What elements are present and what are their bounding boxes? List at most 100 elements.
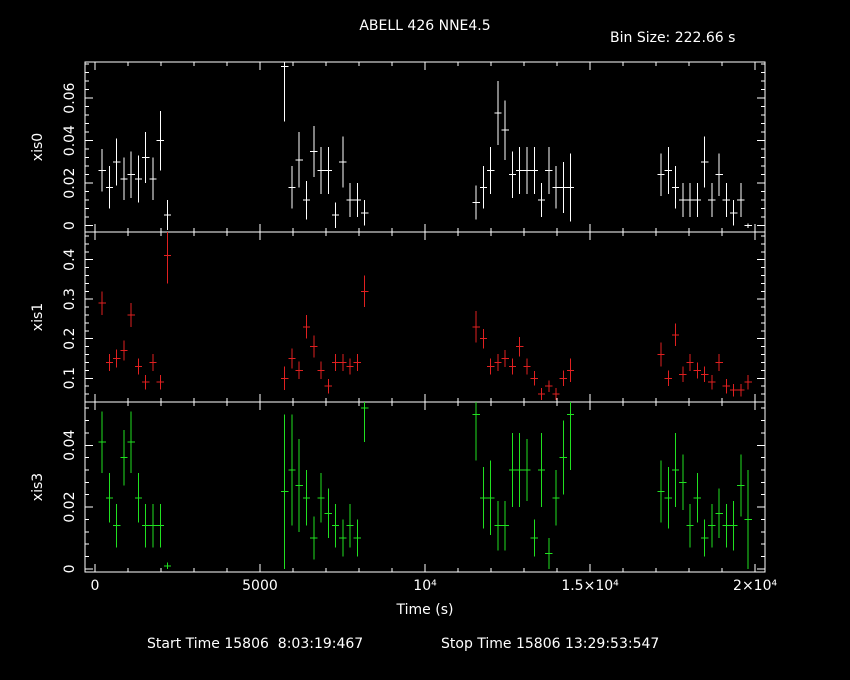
data-point-xis3 [559,420,567,495]
y-tick-label-xis1: 0.1 [62,367,78,389]
data-point-xis3 [324,488,332,538]
data-point-xis1 [664,370,672,387]
data-point-xis0 [700,136,709,188]
y-axis-label-xis1: xis1 [30,303,46,331]
data-point-xis1 [508,358,517,375]
data-point-xis1 [657,342,665,367]
data-point-xis0 [472,185,480,220]
panel-frame-xis3 [84,401,766,573]
data-point-xis0 [516,147,524,194]
x-tick-label: 2×10⁴ [733,578,777,594]
x-tick-label: 10⁴ [413,578,437,594]
data-point-xis1 [530,371,538,386]
data-point-xis3 [737,454,745,517]
y-tick-label-xis0: 0.04 [62,125,78,156]
data-point-xis3 [501,500,509,551]
y-tick-label-xis0: 0.06 [62,82,78,113]
data-point-xis3 [360,402,369,443]
data-point-xis0 [566,153,575,222]
data-point-xis0 [729,200,738,226]
data-point-xis1 [134,358,143,375]
data-point-xis0 [353,183,362,218]
data-point-xis0 [360,200,369,226]
data-point-xis0 [134,155,143,203]
data-point-xis3 [310,516,318,560]
data-point-xis1 [324,379,332,394]
data-point-xis1 [715,353,723,372]
data-point-xis1 [295,361,303,380]
data-point-xis1 [317,361,325,380]
data-point-xis1 [98,291,106,316]
data-point-xis3 [566,402,575,470]
data-point-xis3 [537,432,546,508]
data-point-xis0 [671,166,680,209]
data-point-xis0 [317,147,325,194]
data-point-xis3 [353,519,362,557]
data-point-xis1 [729,383,738,397]
data-point-xis1 [559,370,567,387]
data-point-xis1 [127,303,135,327]
data-point-xis1 [360,275,369,308]
data-point-xis3 [671,432,680,508]
data-point-xis0 [559,161,567,213]
data-point-xis3 [715,488,723,538]
data-point-xis1 [331,353,340,372]
data-point-xis1 [310,335,318,358]
data-point-xis1 [156,375,164,390]
data-point-xis3 [664,466,672,529]
data-point-xis3 [288,414,296,526]
axes-layer [84,61,766,573]
x-tick-label: 0 [90,578,99,594]
data-point-xis1 [113,349,121,368]
data-point-xis1 [105,353,114,372]
data-point-xis3 [317,473,325,523]
data-point-xis0 [156,110,164,171]
data-point-xis0 [693,183,702,218]
data-point-xis1 [722,379,731,394]
data-point-xis0 [295,132,303,188]
chart-title: ABELL 426 NNE4.5 [359,18,491,34]
data-point-xis1 [149,353,157,372]
y-tick-label-xis0: 0 [62,221,78,230]
data-point-xis3 [744,470,752,569]
y-tick-label-xis1: 0.3 [62,288,78,310]
data-point-xis1 [281,366,289,391]
data-point-xis3 [494,500,502,551]
data-point-xis3 [700,519,709,557]
labels-layer: 0 0.02 0.04 0.06 xis0 0.1 0.2 0.3 0.4 xis1 0 0.02 0.… [30,82,778,618]
data-point-xis3 [127,411,135,474]
data-point-xis0 [552,166,560,209]
data-point-xis3 [708,504,716,548]
data-point-xis3 [120,429,128,486]
data-point-xis3 [530,519,538,557]
data-point-xis3 [508,432,517,508]
data-point-xis1 [686,353,694,372]
data-point-xis3 [302,470,311,526]
data-point-xis1 [120,340,128,361]
data-point-xis1 [516,336,524,357]
data-point-xis1 [744,375,752,390]
data-point-xis0 [657,153,665,196]
data-point-xis0 [127,151,135,198]
x-tick-label: 1.5×10⁴ [561,578,619,594]
data-point-xis1 [679,366,687,383]
data-point-xis0 [142,132,150,184]
data-point-xis1 [302,315,311,339]
y-tick-label-xis3: 0.04 [62,430,78,461]
data-point-xis0 [545,147,553,194]
data-point-xis0 [487,147,495,194]
data-point-xis3 [679,454,687,511]
data-point-xis1 [501,349,509,368]
data-point-xis0 [346,183,354,218]
x-tick-label: 5000 [242,578,278,594]
data-point-xis1 [700,366,709,383]
stop-time-label: Stop Time 15806 13:29:53:547 [441,636,660,652]
bin-size-label: Bin Size: 222.66 s [610,30,736,46]
data-point-xis0 [722,183,731,218]
data-point-xis3 [487,460,495,535]
data-point-xis0 [163,200,172,230]
data-point-xis0 [339,136,347,188]
data-point-xis3 [693,473,702,523]
data-point-xis1 [487,358,495,375]
